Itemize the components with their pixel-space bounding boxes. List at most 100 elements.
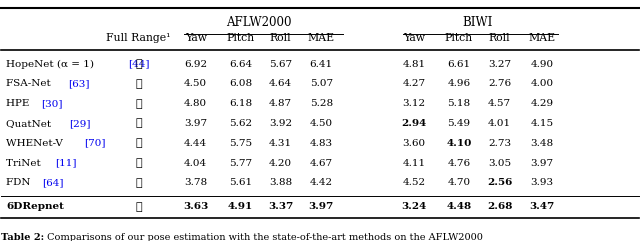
Text: 6DRepnet: 6DRepnet (6, 202, 65, 211)
Text: HopeNet (α = 1): HopeNet (α = 1) (6, 60, 101, 69)
Text: [30]: [30] (41, 99, 62, 108)
Text: ✗: ✗ (135, 59, 141, 69)
Text: [63]: [63] (68, 79, 90, 88)
Text: 3.88: 3.88 (269, 178, 292, 187)
Text: 5.67: 5.67 (269, 60, 292, 68)
Text: 5.49: 5.49 (447, 119, 470, 128)
Text: 5.62: 5.62 (228, 119, 252, 128)
Text: MAE: MAE (528, 33, 556, 43)
Text: 6.41: 6.41 (310, 60, 333, 68)
Text: 2.73: 2.73 (488, 139, 511, 148)
Text: ✓: ✓ (135, 158, 141, 168)
Text: Yaw: Yaw (185, 33, 207, 43)
Text: 4.80: 4.80 (184, 99, 207, 108)
Text: 5.61: 5.61 (228, 178, 252, 187)
Text: 3.97: 3.97 (184, 119, 207, 128)
Text: 4.48: 4.48 (446, 202, 472, 211)
Text: AFLW2000: AFLW2000 (226, 15, 291, 28)
Text: 6.08: 6.08 (228, 79, 252, 88)
Text: BIWI: BIWI (463, 15, 493, 28)
Text: 5.77: 5.77 (228, 159, 252, 167)
Text: 4.96: 4.96 (447, 79, 470, 88)
Text: 4.83: 4.83 (310, 139, 333, 148)
Text: [64]: [64] (42, 178, 63, 187)
Text: 3.97: 3.97 (308, 202, 334, 211)
Text: 4.64: 4.64 (269, 79, 292, 88)
Text: 3.63: 3.63 (183, 202, 209, 211)
Text: 5.28: 5.28 (310, 99, 333, 108)
Text: 3.37: 3.37 (268, 202, 293, 211)
Text: ✓: ✓ (135, 201, 141, 212)
Text: HPE: HPE (6, 99, 33, 108)
Text: 4.76: 4.76 (447, 159, 470, 167)
Text: 5.18: 5.18 (447, 99, 470, 108)
Text: ✗: ✗ (135, 178, 141, 188)
Text: 4.10: 4.10 (446, 139, 472, 148)
Text: 6.18: 6.18 (228, 99, 252, 108)
Text: TriNet: TriNet (6, 159, 45, 167)
Text: 3.05: 3.05 (488, 159, 511, 167)
Text: 4.81: 4.81 (403, 60, 426, 68)
Text: 4.44: 4.44 (184, 139, 207, 148)
Text: 3.27: 3.27 (488, 60, 511, 68)
Text: FSA-Net: FSA-Net (6, 79, 54, 88)
Text: 3.60: 3.60 (403, 139, 426, 148)
Text: 4.90: 4.90 (530, 60, 554, 68)
Text: MAE: MAE (308, 33, 335, 43)
Text: [11]: [11] (55, 159, 77, 167)
Text: 2.56: 2.56 (487, 178, 513, 187)
Text: 4.29: 4.29 (530, 99, 554, 108)
Text: 6.64: 6.64 (228, 60, 252, 68)
Text: QuatNet: QuatNet (6, 119, 55, 128)
Text: Full Range¹: Full Range¹ (106, 33, 171, 43)
Text: 2.68: 2.68 (487, 202, 513, 211)
Text: Comparisons of our pose estimation with the state-of-the-art methods on the AFLW: Comparisons of our pose estimation with … (44, 233, 483, 241)
Text: 4.15: 4.15 (530, 119, 554, 128)
Text: 4.87: 4.87 (269, 99, 292, 108)
Text: 5.07: 5.07 (310, 79, 333, 88)
Text: 4.01: 4.01 (488, 119, 511, 128)
Text: 4.11: 4.11 (403, 159, 426, 167)
Text: 3.97: 3.97 (530, 159, 554, 167)
Text: ✗: ✗ (135, 118, 141, 128)
Text: ✗: ✗ (135, 138, 141, 148)
Text: ✗: ✗ (135, 79, 141, 89)
Text: 2.76: 2.76 (488, 79, 511, 88)
Text: Roll: Roll (269, 33, 291, 43)
Text: 3.48: 3.48 (530, 139, 554, 148)
Text: 3.93: 3.93 (530, 178, 554, 187)
Text: 3.12: 3.12 (403, 99, 426, 108)
Text: Pitch: Pitch (445, 33, 473, 43)
Text: 4.00: 4.00 (530, 79, 554, 88)
Text: 3.24: 3.24 (402, 202, 427, 211)
Text: 4.20: 4.20 (269, 159, 292, 167)
Text: 2.94: 2.94 (402, 119, 427, 128)
Text: Roll: Roll (489, 33, 511, 43)
Text: 4.50: 4.50 (184, 79, 207, 88)
Text: FDN: FDN (6, 178, 34, 187)
Text: 3.47: 3.47 (529, 202, 554, 211)
Text: [44]: [44] (128, 60, 149, 68)
Text: 3.92: 3.92 (269, 119, 292, 128)
Text: 6.61: 6.61 (447, 60, 470, 68)
Text: Pitch: Pitch (227, 33, 255, 43)
Text: Table 2:: Table 2: (1, 233, 45, 241)
Text: 4.52: 4.52 (403, 178, 426, 187)
Text: 4.50: 4.50 (310, 119, 333, 128)
Text: 4.70: 4.70 (447, 178, 470, 187)
Text: WHENet-V: WHENet-V (6, 139, 67, 148)
Text: [29]: [29] (68, 119, 90, 128)
Text: 4.67: 4.67 (310, 159, 333, 167)
Text: 4.31: 4.31 (269, 139, 292, 148)
Text: 4.91: 4.91 (228, 202, 253, 211)
Text: 4.57: 4.57 (488, 99, 511, 108)
Text: 4.04: 4.04 (184, 159, 207, 167)
Text: Yaw: Yaw (403, 33, 426, 43)
Text: 6.92: 6.92 (184, 60, 207, 68)
Text: ✗: ✗ (135, 99, 141, 109)
Text: 3.78: 3.78 (184, 178, 207, 187)
Text: 5.75: 5.75 (228, 139, 252, 148)
Text: [70]: [70] (84, 139, 105, 148)
Text: 4.27: 4.27 (403, 79, 426, 88)
Text: 4.42: 4.42 (310, 178, 333, 187)
